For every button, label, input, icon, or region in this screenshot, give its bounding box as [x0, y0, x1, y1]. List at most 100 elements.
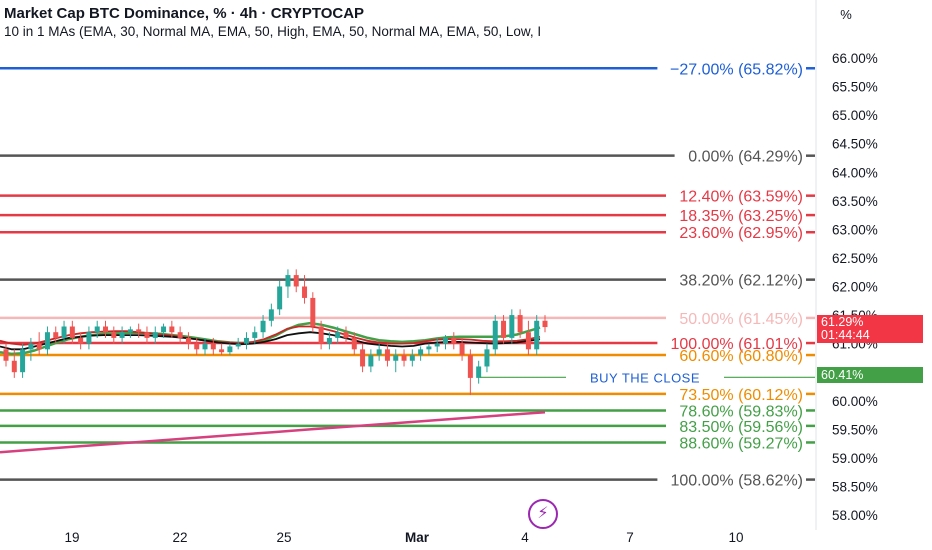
- chart-title: Market Cap BTC Dominance, % · 4h · CRYPT…: [4, 5, 365, 22]
- candle-body-53: [442, 337, 448, 344]
- candle-body-22: [185, 337, 191, 344]
- current-price-value: 61.29%: [821, 315, 864, 329]
- candle-body-28: [235, 343, 241, 347]
- y-tick-label-15: 65.50%: [832, 80, 878, 95]
- x-tick-label-5: 7: [626, 530, 634, 545]
- buy-line-label: BUY THE CLOSE: [590, 370, 700, 385]
- candle-body-9: [78, 337, 84, 344]
- candle-body-32: [268, 309, 274, 321]
- fib-label-5: 38.20% (62.12%): [679, 273, 803, 290]
- candle-body-33: [277, 286, 283, 310]
- y-tick-label-9: 62.50%: [832, 251, 878, 266]
- price-axis[interactable]: 58.00%58.50%59.00%59.50%60.00%60.50%61.0…: [815, 0, 878, 530]
- y-tick-label-1: 58.50%: [832, 479, 878, 494]
- y-tick-label-11: 63.50%: [832, 194, 878, 209]
- candle-body-38: [318, 326, 324, 344]
- candle-body-13: [111, 332, 117, 338]
- x-tick-label-3: Mar: [405, 530, 430, 545]
- y-tick-label-16: 66.00%: [832, 51, 878, 66]
- candle-body-30: [252, 332, 258, 338]
- candle-body-31: [260, 320, 266, 333]
- candle-body-49: [409, 355, 415, 361]
- candle-body-16: [136, 329, 142, 333]
- candle-body-50: [418, 349, 424, 356]
- fib-label-7: 100.00% (61.01%): [670, 336, 803, 353]
- ma-line-magenta: [0, 410, 546, 454]
- candle-body-20: [169, 326, 175, 333]
- candle-body-23: [194, 343, 200, 350]
- y-tick-label-3: 59.50%: [832, 422, 878, 437]
- candle-body-45: [376, 349, 382, 356]
- y-tick-label-2: 59.00%: [832, 451, 878, 466]
- candle-body-27: [227, 346, 233, 353]
- candle-body-15: [127, 329, 133, 333]
- candle-body-6: [53, 332, 59, 338]
- indicator-legend[interactable]: 10 in 1 MAs (EMA, 30, Normal MA, EMA, 50…: [4, 24, 542, 39]
- fib-label-8: 60.60% (60.80%): [679, 348, 803, 365]
- unit-label[interactable]: %: [826, 4, 866, 26]
- candle-body-44: [368, 355, 374, 367]
- fib-label-4: 23.60% (62.95%): [679, 225, 803, 242]
- lightning-icon[interactable]: ⚡: [528, 499, 558, 529]
- y-tick-label-10: 63.00%: [832, 222, 878, 237]
- candle-body-61: [509, 315, 515, 338]
- fibonacci-levels: −27.00% (65.82%) 0.00% (64.29%) 12.40% (63…: [0, 61, 815, 490]
- candle-body-34: [285, 275, 291, 287]
- candle-body-12: [103, 326, 109, 333]
- candle-body-2: [20, 349, 26, 373]
- fib-label-13: 100.00% (58.62%): [670, 473, 803, 490]
- candle-body-48: [401, 355, 407, 361]
- candle-body-18: [152, 332, 158, 338]
- candle-body-36: [302, 286, 308, 298]
- candle-body-14: [119, 332, 125, 338]
- candle-body-25: [210, 343, 216, 350]
- candle-body-57: [476, 366, 482, 378]
- y-tick-label-0: 58.00%: [832, 508, 878, 523]
- fib-label-3: 18.35% (63.25%): [679, 208, 803, 225]
- buy-price-tag: 60.41%: [817, 367, 923, 383]
- y-tick-label-13: 64.50%: [832, 137, 878, 152]
- candle-body-17: [144, 332, 150, 338]
- candle-body-41: [343, 332, 349, 338]
- time-axis[interactable]: 19 22 25 Mar 4 7 10: [64, 530, 743, 545]
- candle-body-19: [161, 326, 167, 333]
- candle-body-55: [459, 343, 465, 356]
- candle-body-63: [525, 332, 531, 350]
- candle-body-54: [451, 337, 457, 344]
- candle-body-1: [11, 360, 17, 373]
- fib-label-2: 12.40% (63.59%): [679, 189, 803, 206]
- candle-body-56: [467, 355, 473, 378]
- candle-body-39: [326, 337, 332, 344]
- candle-body-7: [61, 326, 67, 338]
- fib-label-10: 78.60% (59.83%): [679, 403, 803, 420]
- candle-body-11: [94, 326, 100, 333]
- x-tick-label-0: 19: [64, 530, 79, 545]
- fib-label-6: 50.00% (61.45%): [679, 311, 803, 328]
- candle-body-60: [501, 320, 507, 338]
- x-tick-label-6: 10: [728, 530, 743, 545]
- fib-label-1: 0.00% (64.29%): [688, 149, 803, 166]
- candle-body-8: [69, 326, 75, 338]
- current-price-tag: 61.29% 01:44:44: [817, 315, 923, 343]
- fib-label-11: 83.50% (59.56%): [679, 419, 803, 436]
- bar-countdown: 01:44:44: [821, 328, 870, 342]
- candle-body-52: [434, 343, 440, 347]
- y-tick-label-14: 65.00%: [832, 108, 878, 123]
- candle-body-46: [384, 349, 390, 361]
- y-tick-label-8: 62.00%: [832, 280, 878, 295]
- candle-body-4: [36, 343, 42, 350]
- fib-label-0: −27.00% (65.82%): [670, 61, 803, 78]
- candles: [3, 269, 548, 396]
- x-tick-label-2: 25: [276, 530, 291, 545]
- fib-label-12: 88.60% (59.27%): [679, 435, 803, 452]
- candle-body-40: [335, 332, 341, 338]
- candle-body-3: [28, 343, 34, 350]
- candle-body-47: [393, 355, 399, 361]
- candle-body-35: [293, 275, 299, 287]
- candle-body-0: [3, 349, 9, 361]
- candle-body-64: [534, 320, 540, 350]
- candle-body-26: [219, 349, 225, 353]
- candle-body-43: [360, 349, 366, 367]
- candle-body-29: [243, 337, 249, 344]
